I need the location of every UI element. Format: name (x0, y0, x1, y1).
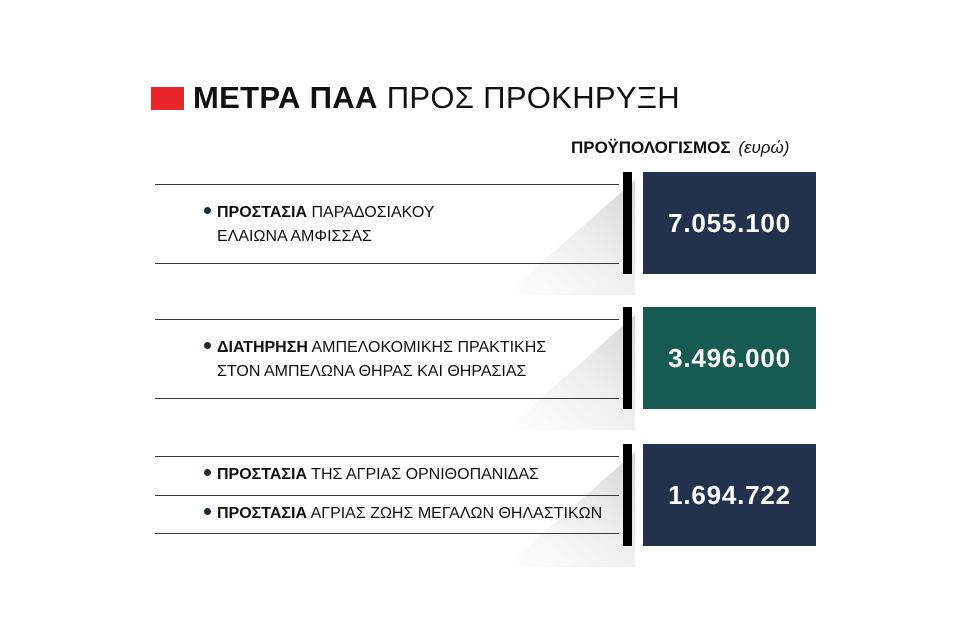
value-box: 3.496.000 (643, 307, 816, 409)
value-box: 7.055.100 (643, 172, 816, 274)
measure-keyword: ΠΡΟΣΤΑΣΙΑ (217, 466, 308, 483)
measure-item: ΠΡΟΣΤΑΣΙΑ ΠΑΡΑΔΟΣΙΑΚΟΥ ΕΛΑΙΩΝΑ ΑΜΦΙΣΣΑΣ (204, 201, 434, 249)
value-label: 7.055.100 (668, 207, 791, 238)
measure-text: ΤΗΣ ΑΓΡΙΑΣ ΟΡΝΙΘΟΠΑΝΙΔΑΣ (311, 466, 540, 483)
chart-title: ΜΕΤΡΑ ΠΑΑ ΠΡΟΣ ΠΡΟΚΗΡΥΞΗ (151, 78, 680, 118)
measure-text: ΑΓΡΙΑΣ ΖΩΗΣ ΜΕΓΑΛΩΝ ΘΗΛΑΣΤΙΚΩΝ (310, 505, 603, 522)
value-label: 1.694.722 (668, 479, 791, 510)
row-line-middle (155, 495, 619, 496)
row-separator-bar (623, 307, 632, 409)
bullet-icon (204, 508, 211, 516)
row-line-bottom (155, 398, 619, 399)
bullet-icon (204, 207, 211, 215)
column-header-unit: (ευρώ) (738, 138, 790, 157)
measure-item: ΠΡΟΣΤΑΣΙΑ ΑΓΡΙΑΣ ΖΩΗΣ ΜΕΓΑΛΩΝ ΘΗΛΑΣΤΙΚΩΝ (204, 502, 602, 526)
title-bold: ΜΕΤΡΑ ΠΑΑ (193, 80, 378, 115)
measure-keyword: ΠΡΟΣΤΑΣΙΑ (217, 505, 308, 522)
measure-item: ΔΙΑΤΗΡΗΣΗ ΑΜΠΕΛΟΚΟΜΙΚΗΣ ΠΡΑΚΤΙΚΗΣ ΣΤΟΝ Α… (204, 336, 546, 384)
column-header: ΠΡΟΫΠΟΛΟΓΙΣΜΟΣ (ευρώ) (571, 138, 789, 158)
measure-continuation: ΣΤΟΝ ΑΜΠΕΛΩΝΑ ΘΗΡΑΣ ΚΑΙ ΘΗΡΑΣΙΑΣ (217, 363, 527, 380)
value-label: 3.496.000 (668, 342, 791, 373)
measure-text: ΑΜΠΕΛΟΚΟΜΙΚΗΣ ΠΡΑΚΤΙΚΗΣ (311, 339, 547, 356)
measure-keyword: ΠΡΟΣΤΑΣΙΑ (217, 204, 308, 221)
row-line-bottom (155, 533, 619, 534)
column-header-label: ΠΡΟΫΠΟΛΟΓΙΣΜΟΣ (571, 138, 731, 157)
bullet-icon (204, 342, 211, 350)
measure-item: ΠΡΟΣΤΑΣΙΑ ΤΗΣ ΑΓΡΙΑΣ ΟΡΝΙΘΟΠΑΝΙΔΑΣ (204, 463, 539, 487)
title-marker (151, 86, 184, 110)
row-shadow (505, 180, 635, 295)
title-rest: ΠΡΟΣ ΠΡΟΚΗΡΥΞΗ (386, 80, 680, 115)
row-line-top (155, 456, 619, 457)
measure-keyword: ΔΙΑΤΗΡΗΣΗ (217, 339, 308, 356)
bullet-icon (204, 469, 211, 477)
measure-continuation: ΕΛΑΙΩΝΑ ΑΜΦΙΣΣΑΣ (217, 228, 372, 245)
row-line-top (155, 184, 619, 185)
measure-text: ΠΑΡΑΔΟΣΙΑΚΟΥ (311, 204, 435, 221)
row-line-top (155, 319, 619, 320)
row-separator-bar (623, 444, 632, 546)
value-box: 1.694.722 (643, 444, 816, 546)
row-line-bottom (155, 263, 619, 264)
row-separator-bar (623, 172, 632, 274)
